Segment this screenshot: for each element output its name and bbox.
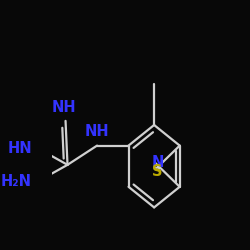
- Text: NH: NH: [51, 100, 76, 116]
- Text: S: S: [152, 164, 163, 179]
- Text: N: N: [151, 155, 164, 170]
- Text: HN: HN: [8, 141, 32, 156]
- Text: H₂N: H₂N: [1, 174, 32, 189]
- Text: NH: NH: [85, 124, 109, 139]
